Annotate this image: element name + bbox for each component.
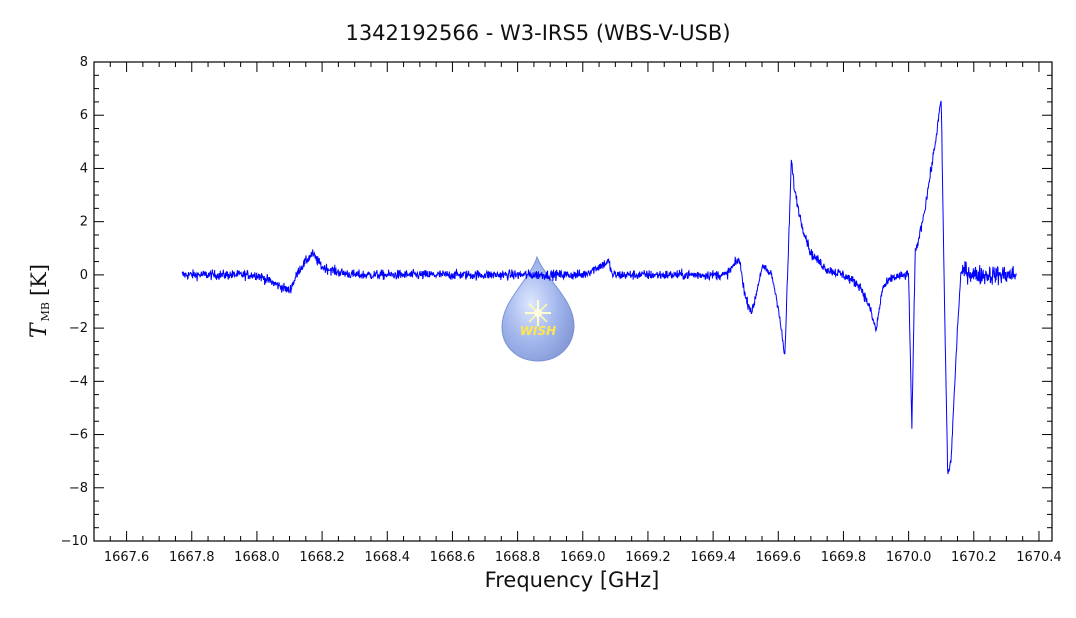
y-tick-label: −10 (61, 534, 88, 549)
x-tick-label: 1669.0 (560, 550, 606, 565)
x-tick-label: 1670.0 (886, 550, 932, 565)
x-tick-label: 1669.6 (756, 550, 802, 565)
x-tick-label: 1668.8 (495, 550, 541, 565)
y-axis-subscript: MB (39, 302, 52, 321)
x-tick-label: 1667.8 (169, 550, 215, 565)
y-tick-labels: −10 −8 −6 −4 −2 0 2 4 6 8 (61, 55, 88, 549)
x-tick-label: 1668.4 (365, 550, 411, 565)
x-tick-label: 1669.8 (821, 550, 867, 565)
x-tick-label: 1668.6 (430, 550, 476, 565)
axes (93, 61, 1052, 542)
x-tick-label: 1670.4 (1016, 550, 1062, 565)
x-axis-label: Frequency [GHz] (485, 568, 660, 592)
svg-text:TMB[K]: TMB [K] (27, 264, 52, 338)
x-tick-label: 1669.4 (690, 550, 736, 565)
x-tick-label: 1668.2 (299, 550, 345, 565)
x-tick-label: 1668.0 (234, 550, 280, 565)
y-tick-label: −2 (69, 321, 88, 336)
x-tick-label: 1669.2 (625, 550, 671, 565)
logo-text: WISH (520, 324, 556, 338)
y-tick-label: −4 (69, 374, 88, 389)
y-axis-label: TMB [K] (27, 264, 52, 338)
star-icon (525, 300, 551, 326)
x-tick-labels: 1667.6 1667.8 1668.0 1668.2 1668.4 1668.6 1668… (104, 550, 1062, 565)
y-tick-label: 0 (80, 268, 88, 283)
plot-frame (93, 61, 1053, 542)
x-tick-label: 1667.6 (104, 550, 150, 565)
y-axis-unit: [K] (27, 264, 51, 296)
y-tick-label: −8 (69, 481, 88, 496)
y-tick-label: 2 (80, 215, 88, 230)
y-tick-label: 6 (80, 108, 88, 123)
y-tick-label: 4 (80, 161, 88, 176)
x-tick-label: 1670.2 (951, 550, 997, 565)
spectrum-line (181, 100, 1017, 475)
wish-logo: WISH (501, 255, 575, 362)
chart-title: 1342192566 - W3-IRS5 (WBS-V-USB) (345, 21, 730, 45)
y-tick-label: 8 (80, 55, 88, 70)
y-tick-label: −6 (69, 428, 88, 443)
series-group (181, 100, 1017, 475)
y-axis-symbol: T (27, 321, 52, 338)
